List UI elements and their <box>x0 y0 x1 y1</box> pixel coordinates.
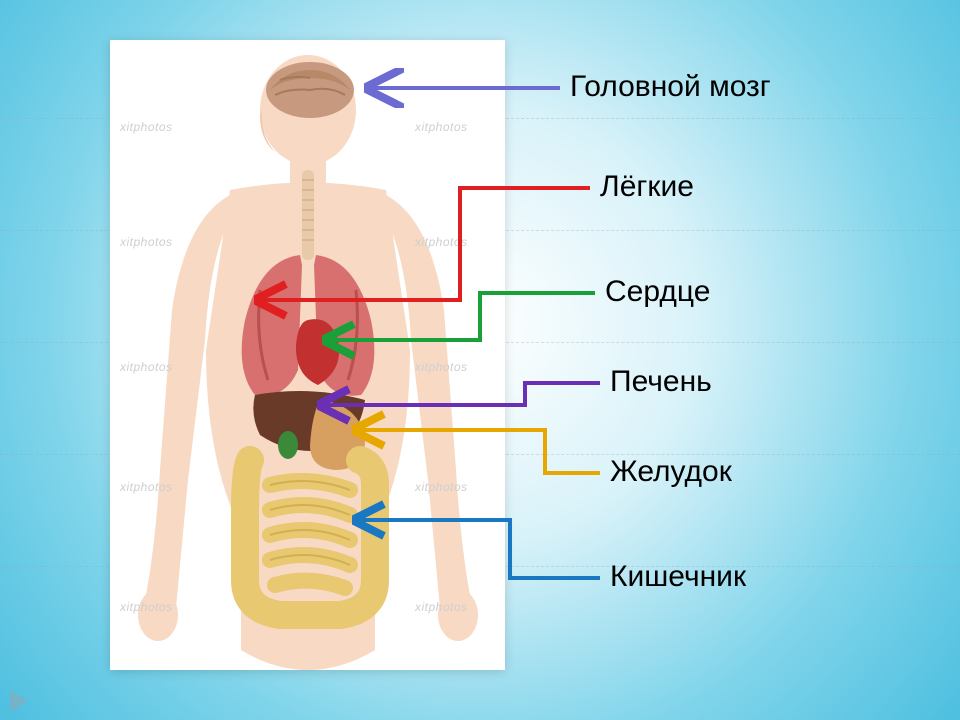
gallbladder-icon <box>278 431 298 459</box>
label-liver: Печень <box>610 365 712 399</box>
label-lungs: Лёгкие <box>600 170 694 204</box>
anatomy-panel: xitphotos xitphotos xitphotos xitphotos … <box>110 40 505 670</box>
label-heart: Сердце <box>605 275 710 309</box>
label-intestine: Кишечник <box>610 560 746 594</box>
slide-nav-icon <box>10 690 28 712</box>
anatomy-figure <box>110 40 505 670</box>
label-brain: Головной мозг <box>570 70 771 104</box>
brain-icon <box>266 62 354 118</box>
trachea-icon <box>302 170 314 260</box>
stage: xitphotos xitphotos xitphotos xitphotos … <box>0 0 960 720</box>
label-stomach: Желудок <box>610 455 732 489</box>
